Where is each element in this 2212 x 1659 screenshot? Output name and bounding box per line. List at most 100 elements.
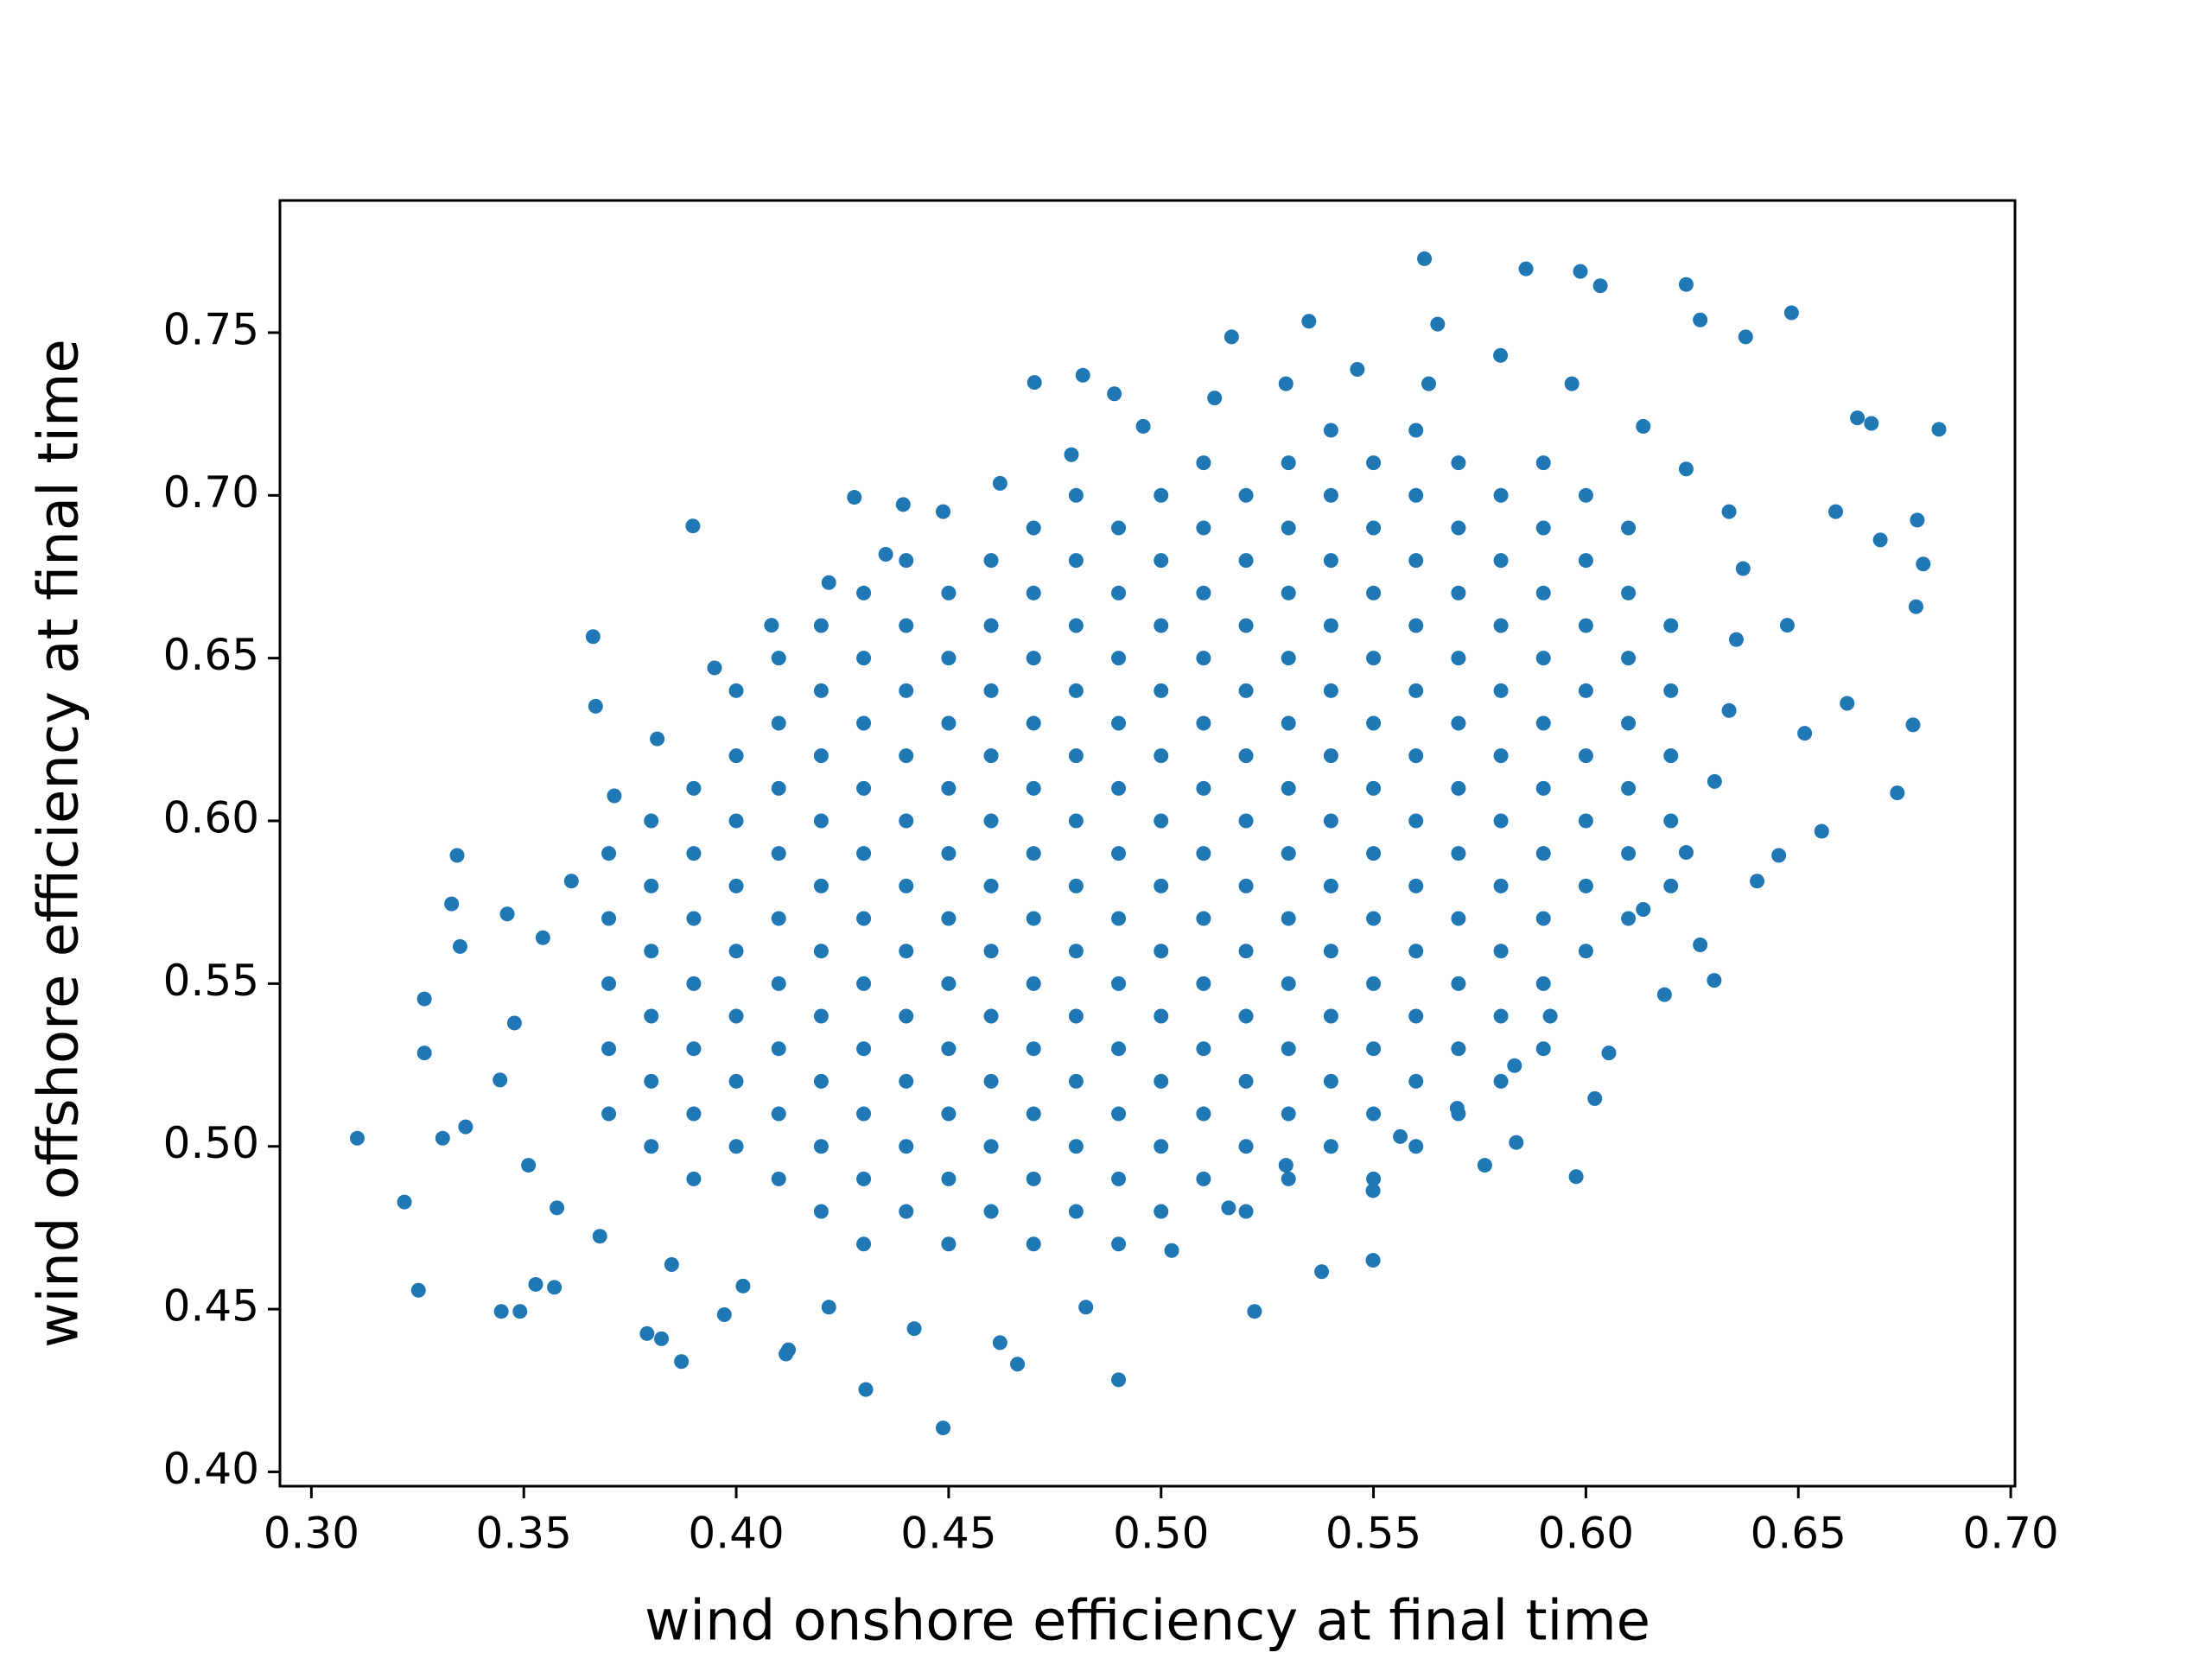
scatter-point	[416, 991, 432, 1007]
scatter-point	[1707, 973, 1722, 988]
scatter-point	[1026, 976, 1041, 991]
scatter-point	[1408, 553, 1424, 569]
scatter-point	[735, 1278, 751, 1294]
scatter-point	[1111, 651, 1127, 666]
scatter-point	[1621, 651, 1637, 666]
scatter-point	[1323, 1139, 1338, 1154]
scatter-point	[1281, 455, 1296, 471]
scatter-point	[1493, 1073, 1509, 1089]
scatter-point	[1408, 748, 1424, 764]
scatter-point	[1864, 416, 1879, 431]
scatter-point	[1568, 1169, 1584, 1185]
scatter-point	[1238, 683, 1254, 698]
scatter-point	[1366, 780, 1382, 796]
scatter-point	[1408, 813, 1424, 829]
scatter-point	[1678, 845, 1694, 861]
scatter-point	[528, 1276, 543, 1292]
scatter-point	[821, 1300, 836, 1315]
scatter-point	[1771, 848, 1787, 863]
x-tick-label: 0.60	[1538, 1509, 1634, 1559]
scatter-point	[1068, 553, 1084, 569]
scatter-point	[813, 1073, 829, 1089]
scatter-point	[644, 944, 659, 959]
scatter-point	[1026, 1106, 1041, 1122]
scatter-point	[1693, 938, 1708, 953]
y-tick-label: 0.60	[163, 793, 259, 843]
scatter-point	[1068, 1008, 1084, 1024]
scatter-point	[1323, 1073, 1338, 1089]
scatter-point	[650, 731, 665, 747]
scatter-point	[813, 618, 829, 633]
scatter-point	[1449, 1101, 1465, 1116]
scatter-point	[1408, 878, 1424, 893]
scatter-point	[1111, 585, 1127, 601]
scatter-point	[1075, 367, 1090, 383]
scatter-point	[1693, 312, 1708, 327]
scatter-point	[1493, 683, 1509, 698]
scatter-point	[1221, 1200, 1236, 1216]
scatter-point	[899, 618, 914, 633]
scatter-point	[1535, 1041, 1551, 1057]
scatter-point	[1908, 599, 1923, 614]
scatter-point	[728, 748, 744, 764]
x-tick-label: 0.40	[688, 1509, 784, 1559]
scatter-point	[1365, 1253, 1381, 1268]
scatter-point	[535, 930, 550, 945]
scatter-point	[601, 976, 617, 991]
scatter-point	[728, 1073, 744, 1089]
scatter-point	[1196, 585, 1211, 601]
scatter-point	[1621, 911, 1637, 926]
scatter-point	[813, 683, 829, 698]
scatter-point	[1026, 1236, 1041, 1252]
scatter-point	[686, 846, 702, 861]
scatter-point	[1281, 651, 1296, 666]
scatter-point	[1068, 1139, 1084, 1154]
scatter-point	[1278, 376, 1294, 391]
x-tick-label: 0.65	[1751, 1509, 1847, 1559]
scatter-point	[1064, 447, 1079, 462]
scatter-point	[1797, 726, 1813, 741]
scatter-point	[1578, 944, 1593, 959]
scatter-point	[1721, 504, 1737, 519]
scatter-point	[563, 874, 579, 889]
scatter-point	[1783, 305, 1799, 321]
scatter-point	[1451, 1041, 1466, 1057]
scatter-point	[644, 1073, 659, 1089]
scatter-point	[983, 944, 999, 959]
scatter-point	[707, 660, 722, 676]
scatter-point	[936, 504, 951, 519]
scatter-point	[1408, 1073, 1424, 1089]
scatter-point	[813, 944, 829, 959]
scatter-point	[1578, 683, 1593, 698]
scatter-point	[941, 1041, 957, 1057]
x-tick-label: 0.55	[1325, 1509, 1421, 1559]
scatter-point	[1493, 878, 1509, 893]
scatter-point	[499, 906, 515, 922]
scatter-point	[685, 518, 701, 534]
scatter-point	[493, 1072, 508, 1088]
scatter-point	[1535, 911, 1551, 926]
scatter-point	[1578, 813, 1593, 829]
scatter-point	[1135, 418, 1151, 434]
scatter-point	[899, 944, 914, 959]
scatter-point	[547, 1280, 563, 1295]
scatter-point	[1366, 976, 1382, 991]
scatter-point	[1451, 976, 1466, 991]
plot-frame	[278, 199, 2017, 1488]
scatter-point	[1750, 874, 1765, 889]
scatter-point	[1323, 813, 1338, 829]
points-layer	[349, 251, 1947, 1436]
scatter-point	[1564, 376, 1580, 391]
scatter-point	[1663, 878, 1679, 893]
scatter-point	[1323, 944, 1338, 959]
scatter-point	[1408, 683, 1424, 698]
scatter-point	[983, 683, 999, 698]
scatter-point	[983, 878, 999, 893]
scatter-point	[899, 813, 914, 829]
scatter-point	[664, 1256, 679, 1272]
scatter-point	[1111, 1236, 1127, 1252]
scatter-point	[1663, 683, 1679, 698]
scatter-point	[847, 490, 862, 505]
scatter-point	[771, 846, 786, 861]
scatter-point	[1281, 715, 1296, 731]
